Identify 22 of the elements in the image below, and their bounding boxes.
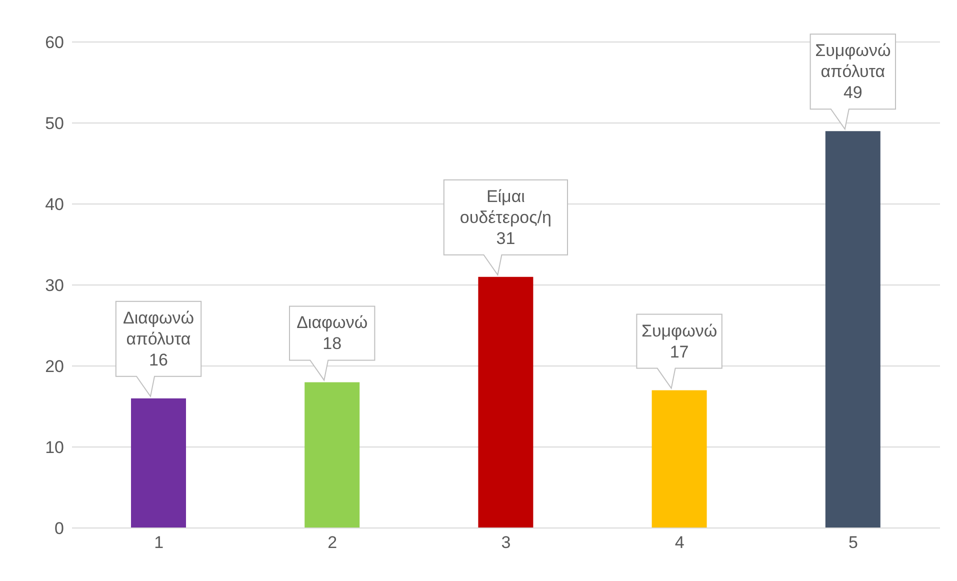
annotation: Διαφωνώ απόλυτα [122, 308, 194, 348]
data-label: 49 [843, 83, 862, 102]
annotation: Συμφωνώ [641, 321, 718, 340]
data-label: 16 [149, 350, 168, 370]
y-tick-label: 60 [45, 33, 64, 52]
annotation: Διαφωνώ [296, 313, 368, 332]
y-tick-label: 10 [45, 438, 64, 458]
y-tick-label: 50 [45, 114, 64, 134]
x-tick-label: 4 [674, 533, 684, 552]
x-tick-label: 2 [328, 533, 338, 552]
y-tick-label: 20 [45, 357, 64, 376]
x-tick-label: 3 [501, 533, 511, 552]
data-label: 18 [322, 334, 342, 354]
x-tick-label: 5 [848, 533, 858, 552]
y-tick-label: 0 [54, 519, 64, 538]
data-label: 17 [670, 342, 689, 362]
y-tick-label: 40 [45, 195, 64, 214]
data-label: 31 [496, 228, 516, 248]
annotation: Συμφωνώ απόλυτα [815, 41, 891, 82]
y-tick-label: 30 [45, 276, 64, 296]
x-tick-label: 1 [154, 533, 164, 552]
annotation: Είμαι ουδέτερος/η [460, 186, 552, 227]
